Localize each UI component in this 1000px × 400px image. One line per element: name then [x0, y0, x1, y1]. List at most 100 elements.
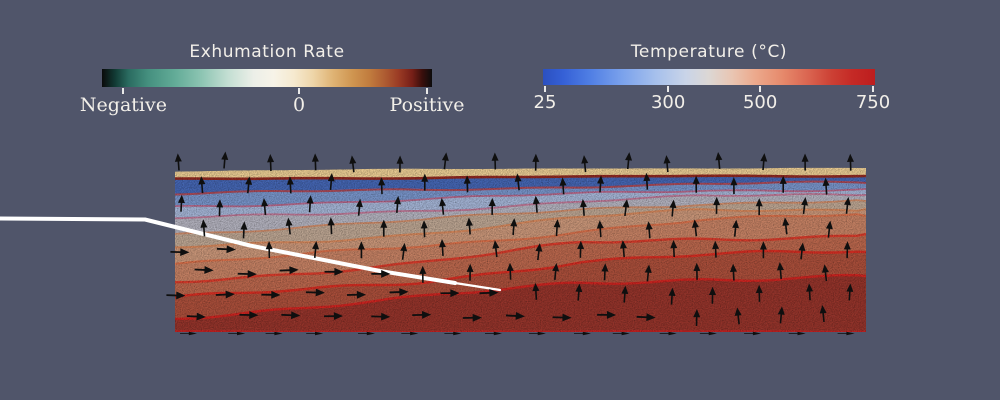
temperature-colorbar: Temperature (°C) 25 300 500 750 [534, 42, 891, 113]
velocity-arrow [625, 152, 633, 170]
colorbar-tick-label: 500 [742, 92, 778, 113]
dither-noise-overlay-light [175, 167, 866, 332]
velocity-arrow [693, 262, 701, 280]
velocity-arrow [692, 175, 700, 193]
exhumation-colorbar: Exhumation Rate Negative 0 Positive [80, 42, 465, 116]
velocity-arrow [462, 313, 482, 322]
velocity-arrow [532, 282, 540, 300]
velocity-arrow [510, 218, 518, 236]
colorbar-tick [543, 86, 546, 92]
velocity-arrow [265, 241, 273, 259]
velocity-arrow [713, 196, 721, 214]
velocity-arrow [577, 240, 585, 258]
velocity-arrow [691, 219, 699, 237]
velocity-arrow [596, 220, 604, 238]
colorbar-tick-label: 0 [292, 94, 306, 116]
velocity-arrow [782, 217, 790, 235]
velocity-arrow [819, 305, 827, 323]
velocity-arrow [552, 262, 560, 280]
velocity-arrow [237, 270, 257, 278]
velocity-arrow [806, 283, 814, 301]
velocity-arrow [327, 173, 335, 191]
velocity-arrow [597, 310, 617, 319]
velocity-arrow [821, 264, 829, 282]
velocity-arrow [166, 291, 186, 300]
temperature-colorbar-gradient [543, 69, 875, 85]
velocity-arrow [357, 241, 365, 259]
velocity-arrow [663, 155, 671, 173]
velocity-arrow [216, 245, 236, 254]
velocity-arrow [324, 267, 344, 276]
velocity-arrow [221, 151, 229, 169]
velocity-arrow [286, 176, 294, 194]
velocity-arrow [358, 331, 376, 336]
exhumation-colorbar-title: Exhumation Rate [189, 42, 345, 62]
velocity-arrow [261, 290, 281, 299]
velocity-arrow [261, 198, 269, 216]
velocity-arrow [505, 312, 525, 320]
velocity-arrow [311, 153, 319, 171]
velocity-arrow [419, 265, 427, 283]
colorbar-tick-label: Negative [79, 94, 167, 116]
velocity-arrow [506, 262, 514, 280]
velocity-arrow [755, 198, 763, 216]
velocity-arrows-layer [166, 151, 855, 336]
velocity-arrow [712, 240, 720, 258]
colorbar-tick-label: 25 [533, 92, 557, 113]
velocity-arrow [396, 155, 404, 173]
velocity-arrow [801, 153, 809, 171]
velocity-arrow [734, 307, 742, 325]
fault-line [0, 216, 502, 292]
velocity-arrow [488, 197, 496, 215]
velocity-arrow [759, 241, 767, 259]
velocity-arrow [327, 217, 335, 235]
velocity-arrow [575, 283, 583, 301]
velocity-arrow [466, 263, 474, 281]
velocity-arrow [643, 172, 651, 190]
velocity-arrow [240, 221, 248, 239]
fault-line-segment [0, 216, 457, 285]
fault-line-segment [453, 281, 502, 292]
velocity-arrow [732, 219, 740, 237]
velocity-arrow [535, 243, 543, 261]
colorbar-tick [426, 88, 429, 94]
velocity-arrow [760, 153, 768, 171]
colorbar-tick [298, 88, 300, 94]
velocity-arrow [438, 239, 446, 257]
velocity-arrow [239, 311, 259, 319]
velocity-arrow [420, 220, 428, 238]
velocity-arrow [306, 195, 314, 213]
velocity-arrow [200, 219, 208, 237]
velocity-arrow [776, 262, 784, 280]
velocity-arrow [491, 152, 499, 170]
velocity-arrow [579, 198, 587, 216]
colorbar-tick-label: Positive [389, 94, 465, 116]
velocity-arrow [285, 217, 293, 235]
velocity-arrow [347, 290, 367, 299]
velocity-arrow [228, 331, 246, 336]
velocity-arrow [380, 219, 388, 237]
velocity-arrow [177, 194, 185, 212]
velocity-arrow [669, 199, 677, 217]
velocity-arrow [709, 286, 717, 304]
velocity-arrow [245, 176, 253, 194]
velocity-arrow [693, 309, 701, 327]
velocity-arrow [216, 199, 224, 217]
velocity-arrow [186, 312, 206, 321]
velocity-arrow [465, 217, 473, 235]
velocity-arrow [279, 266, 299, 275]
velocity-arrow [170, 248, 190, 257]
colorbar-tick [122, 88, 125, 94]
velocity-arrow [479, 288, 499, 297]
velocity-arrow [619, 240, 627, 258]
velocity-arrow [755, 284, 763, 302]
velocity-arrow [378, 177, 386, 195]
colorbar-tick [667, 86, 670, 92]
velocity-arrow [581, 155, 589, 173]
velocity-arrow [306, 331, 324, 336]
velocity-arrow [324, 312, 344, 321]
velocity-arrow [174, 153, 182, 171]
velocity-arrow [265, 331, 283, 336]
